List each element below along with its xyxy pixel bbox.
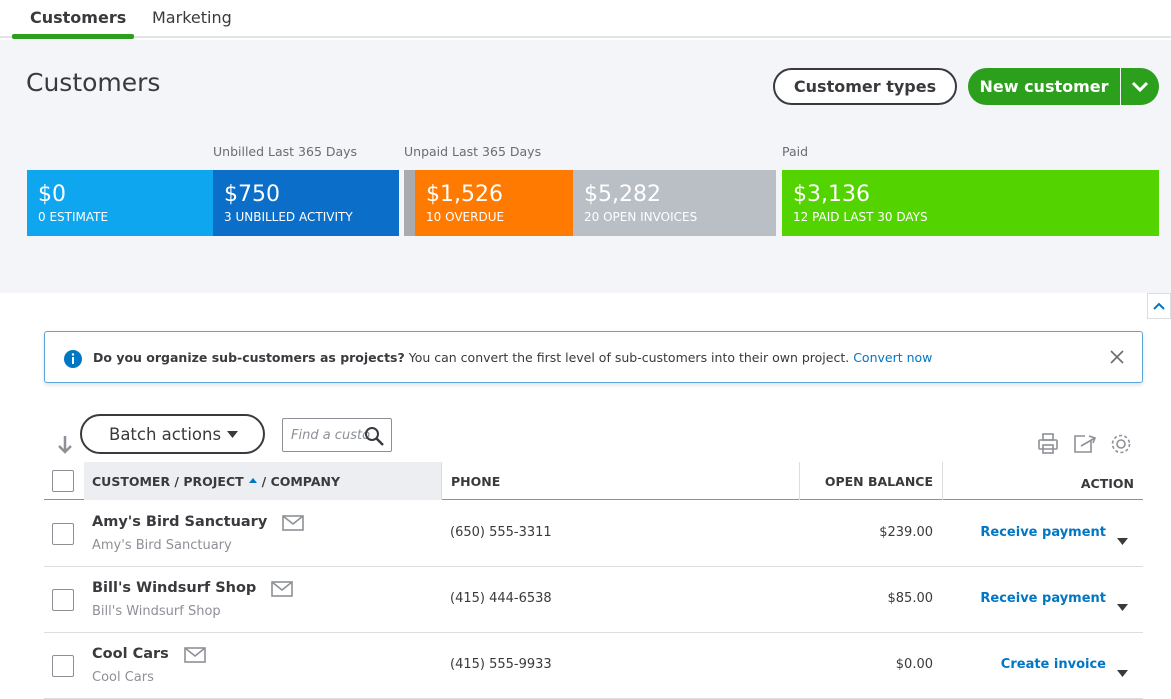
search-placeholder: Find a custo [291,428,371,443]
group-label: Unbilled Last 365 Days [213,144,358,159]
export-icon[interactable] [1074,435,1097,453]
caret-icon [227,431,238,438]
tab[interactable]: Marketing [152,8,232,27]
chevron-icon [1131,81,1149,93]
email-icon[interactable] [184,647,206,667]
money-tile[interactable]: $3,136 12 PAID LAST 30 DAYS [782,170,1159,236]
batch-actions-button[interactable]: Batch actions [80,414,265,454]
email-icon[interactable] [282,515,304,535]
action-menu[interactable] [1117,663,1129,682]
phone: (650) 555-3311 [450,525,552,540]
tab[interactable]: Customers [30,8,127,27]
toolbar-icons [1038,433,1131,454]
envelope [282,515,304,531]
open-balance: $85.00 [887,591,934,606]
customer-name[interactable]: Cool Cars [92,646,169,662]
caret-icon [1117,538,1128,545]
row-divider [44,566,1143,567]
tile-label: 0 ESTIMATE [38,210,109,224]
tile-amount: $1,526 [426,182,503,207]
header-label: CUSTOMER / PROJECT [92,473,244,489]
column-header[interactable]: OPEN BALANCE [824,473,933,489]
column-header[interactable]: PHONE [451,473,501,489]
action-link[interactable]: Receive payment [980,525,1106,540]
caret-icon [1117,604,1128,611]
column-header[interactable]: CUSTOMER / PROJECT / COMPANY [84,462,441,500]
chevron-icon [1153,302,1165,310]
tile-amount: $750 [224,182,280,207]
print-icon[interactable] [1038,433,1058,454]
search-input[interactable]: Find a custo [282,418,392,452]
column-divider [799,462,800,500]
info-icon [64,350,82,368]
column-divider [441,462,442,500]
new-customer-button[interactable]: New customer [968,68,1120,105]
info-banner: Do you organize sub-customers as project… [44,331,1143,383]
table-header [44,462,1143,500]
new-customer-dropdown[interactable] [1121,68,1159,105]
sort-asc-icon [248,478,257,483]
row-checkbox[interactable] [52,589,74,611]
action-link[interactable]: Receive payment [980,591,1106,606]
select-all-checkbox[interactable] [52,470,74,492]
phone: (415) 555-9933 [450,657,552,672]
tile-label: 10 OVERDUE [426,210,505,224]
collapse-button[interactable] [1147,293,1171,319]
money-tile[interactable]: $5,282 20 OPEN INVOICES [573,170,776,236]
row-divider [44,632,1143,633]
caret-icon [1117,670,1128,677]
sort-icon[interactable] [55,434,75,456]
tab-indicator [12,34,134,39]
search-icon [365,427,384,446]
action-link[interactable]: Create invoice [1000,657,1106,672]
money-tile[interactable]: $750 3 UNBILLED ACTIVITY [213,170,399,236]
button-label: Batch actions [109,424,222,444]
action-menu[interactable] [1117,531,1129,550]
money-tile[interactable]: $1,526 10 OVERDUE [415,170,573,236]
customer-name[interactable]: Bill's Windsurf Shop [92,580,257,596]
customer-name[interactable]: Amy's Bird Sanctuary [92,514,268,530]
money-tile[interactable]: $0 0 ESTIMATE [27,170,213,236]
customer-types-button[interactable]: Customer types [773,68,957,105]
banner-question: Do you organize sub-customers as project… [93,349,405,365]
envelope [271,581,293,597]
action-menu[interactable] [1117,597,1129,616]
header-label: / COMPANY [261,473,341,489]
company-name: Bill's Windsurf Shop [92,604,221,619]
open-balance: $0.00 [895,657,933,672]
open-balance: $239.00 [879,525,933,540]
settings-icon[interactable] [1111,434,1131,454]
close-icon[interactable] [1109,349,1125,365]
group-label: Paid [782,144,809,159]
column-divider [942,462,943,500]
company-name: Cool Cars [92,670,154,685]
company-name: Amy's Bird Sanctuary [92,538,232,553]
tile-amount: $3,136 [793,182,870,207]
column-header: ACTION [1080,475,1134,491]
row-checkbox[interactable] [52,523,74,545]
row-checkbox[interactable] [52,655,74,677]
group-label: Unpaid Last 365 Days [404,144,542,159]
banner-link[interactable]: Convert now [853,349,933,365]
tile-label: 12 PAID LAST 30 DAYS [793,210,928,224]
phone: (415) 444-6538 [450,591,552,606]
envelope [184,647,206,663]
tile-strip [404,170,415,236]
tab-bar [0,0,1171,38]
tile-label: 3 UNBILLED ACTIVITY [224,210,353,224]
tile-amount: $0 [38,182,66,207]
tile-label: 20 OPEN INVOICES [584,210,698,224]
page-title: Customers [26,68,161,97]
email-icon[interactable] [271,581,293,601]
banner-text: You can convert the first level of sub-c… [408,349,850,365]
tile-amount: $5,282 [584,182,661,207]
